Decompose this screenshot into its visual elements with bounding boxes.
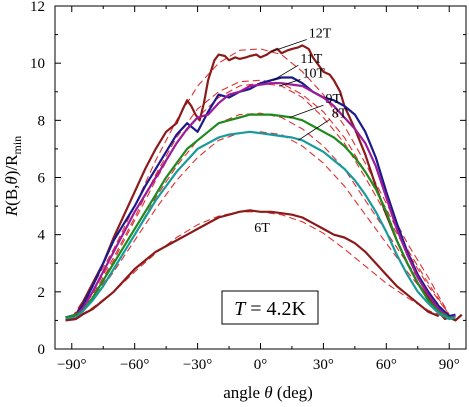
y-tick-label: 10	[30, 56, 45, 72]
y-tick-label: 4	[38, 228, 46, 244]
series-line-8T	[65, 130, 456, 321]
leader-line-9T	[289, 104, 324, 118]
y-tick-label: 2	[38, 285, 46, 301]
series-label-11T: 11T	[300, 52, 322, 67]
y-tick-label: 6	[38, 171, 46, 187]
series-label-9T: 9T	[326, 92, 342, 107]
x-tick-label: 90°	[439, 357, 460, 373]
series-label-8T: 8T	[332, 106, 348, 121]
leader-line-10T	[279, 79, 301, 87]
annotation-text: T = 4.2K	[234, 298, 306, 320]
fit-line-12T	[71, 48, 450, 318]
series-label-12T: 12T	[309, 26, 332, 41]
series-label-10T: 10T	[302, 66, 325, 81]
leader-line-8T	[298, 119, 331, 141]
x-tick-label: −60°	[120, 357, 149, 373]
x-tick-label: 0°	[254, 357, 268, 373]
x-tick-label: 30°	[313, 357, 334, 373]
series-label-6T: 6T	[254, 221, 270, 236]
x-tick-label: 60°	[376, 357, 397, 373]
data-curves	[65, 44, 463, 322]
series-line-9T	[65, 113, 456, 319]
y-tick-label: 8	[38, 113, 46, 129]
y-axis-label: R(B,θ)/Rmin	[2, 136, 24, 217]
x-axis-label: angle θ (deg)	[223, 383, 313, 402]
series-line-10T	[65, 82, 456, 319]
temperature-annotation: T = 4.2K	[221, 290, 319, 325]
leader-line-12T	[270, 39, 307, 53]
series-line-11T	[65, 76, 456, 319]
series-line-6T	[65, 209, 440, 322]
y-tick-label: 0	[38, 342, 46, 358]
leader-line-11T	[272, 64, 299, 81]
x-tick-label: −30°	[183, 357, 212, 373]
x-tick-label: −90°	[57, 357, 86, 373]
y-tick-label: 12	[30, 0, 45, 15]
fit-line-8T	[71, 131, 450, 320]
annotation-box	[221, 290, 319, 325]
axes: −90° −60° −30° 0° 30° 60° 90° 0 2 4 6 8 10 12	[30, 0, 467, 373]
